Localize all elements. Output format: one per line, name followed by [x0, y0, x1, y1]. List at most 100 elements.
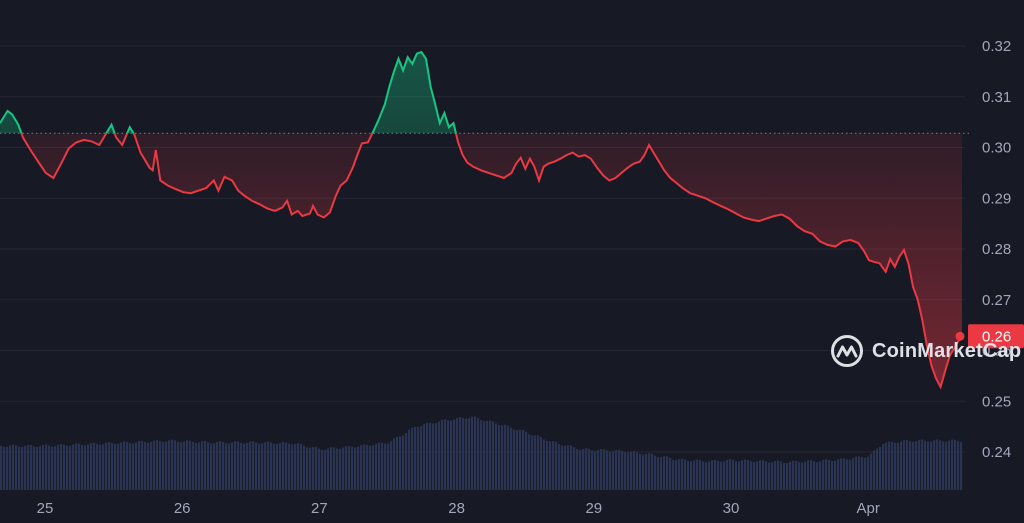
volume-bar — [105, 442, 108, 490]
volume-bar — [489, 420, 492, 490]
volume-bar — [84, 445, 87, 490]
volume-bar — [801, 462, 804, 490]
volume-bar — [150, 442, 153, 490]
volume-bar — [504, 424, 507, 490]
volume-bar — [711, 459, 714, 490]
volume-bar — [936, 439, 939, 490]
volume-bar — [168, 440, 171, 490]
volume-bar — [132, 443, 135, 490]
volume-bar — [225, 443, 228, 490]
volume-bar — [288, 443, 291, 490]
volume-bar — [474, 416, 477, 490]
volume-bar — [729, 459, 732, 490]
volume-bars — [0, 416, 963, 490]
volume-bar — [684, 459, 687, 490]
volume-bar — [894, 442, 897, 490]
volume-bar — [147, 442, 150, 490]
volume-bar — [657, 457, 660, 490]
volume-bar — [705, 462, 708, 490]
volume-bar — [108, 442, 111, 490]
volume-bar — [948, 440, 951, 490]
volume-bar — [813, 461, 816, 490]
volume-bar — [750, 461, 753, 490]
volume-bar — [726, 459, 729, 490]
volume-bar — [81, 444, 84, 490]
volume-bar — [363, 444, 366, 490]
volume-bar — [423, 424, 426, 490]
current-price-dot — [955, 331, 965, 341]
y-tick-label: 0.24 — [982, 444, 1011, 461]
volume-bar — [798, 462, 801, 490]
x-axis: 25 26 27 28 29 30 Apr — [37, 500, 880, 517]
volume-bar — [207, 442, 210, 490]
volume-bar — [384, 443, 387, 490]
volume-bar — [420, 426, 423, 490]
volume-bar — [99, 444, 102, 490]
volume-bar — [753, 462, 756, 490]
volume-bar — [756, 461, 759, 490]
volume-bar — [468, 418, 471, 490]
volume-bar — [456, 417, 459, 490]
volume-bar — [876, 448, 879, 490]
y-tick-label: 0.31 — [982, 89, 1011, 106]
volume-bar — [903, 440, 906, 490]
volume-bar — [492, 421, 495, 490]
volume-bar — [261, 443, 264, 490]
watermark-text: CoinMarketCap — [872, 339, 1022, 362]
volume-bar — [330, 447, 333, 490]
volume-bar — [612, 451, 615, 490]
volume-bar — [45, 444, 48, 490]
volume-bar — [954, 439, 957, 490]
grid-lines — [0, 45, 965, 453]
current-price-tag: 0.26 — [955, 324, 1024, 349]
volume-bar — [882, 444, 885, 490]
volume-bar — [51, 446, 54, 490]
volume-bar — [927, 441, 930, 490]
volume-bar — [666, 456, 669, 490]
volume-bar — [933, 440, 936, 490]
volume-bar — [900, 441, 903, 490]
volume-bar — [909, 441, 912, 490]
volume-bar — [345, 446, 348, 490]
x-tick-label: 27 — [311, 500, 328, 517]
volume-bar — [480, 420, 483, 490]
y-tick-label: 0.27 — [982, 292, 1011, 309]
volume-bar — [426, 422, 429, 490]
volume-bar — [90, 442, 93, 490]
volume-bar — [9, 445, 12, 490]
volume-bar — [162, 442, 165, 490]
volume-bar — [390, 441, 393, 490]
volume-bar — [471, 416, 474, 490]
volume-bar — [525, 431, 528, 490]
volume-bar — [915, 441, 918, 490]
volume-bar — [180, 442, 183, 490]
volume-bar — [633, 451, 636, 490]
volume-bar — [639, 453, 642, 490]
coinmarketcap-watermark: CoinMarketCap — [830, 333, 1021, 369]
x-tick-label: 26 — [174, 500, 191, 517]
volume-bar — [543, 439, 546, 490]
volume-bar — [570, 445, 573, 490]
volume-bar — [267, 441, 270, 490]
volume-bar — [234, 441, 237, 490]
volume-bar — [477, 418, 480, 490]
volume-bar — [843, 458, 846, 490]
volume-bar — [159, 440, 162, 490]
volume-bar — [276, 443, 279, 490]
volume-bar — [576, 449, 579, 490]
volume-bar — [3, 446, 6, 490]
volume-bar — [24, 445, 27, 490]
volume-bar — [810, 460, 813, 490]
volume-bar — [663, 456, 666, 490]
volume-bar — [342, 447, 345, 490]
volume-bar — [735, 461, 738, 490]
volume-bar — [117, 443, 120, 490]
volume-bar — [852, 458, 855, 490]
volume-bar — [618, 449, 621, 490]
x-tick-label: 28 — [448, 500, 465, 517]
volume-bar — [486, 420, 489, 490]
volume-bar — [60, 443, 63, 490]
volume-bar — [201, 441, 204, 490]
volume-bar — [771, 462, 774, 490]
